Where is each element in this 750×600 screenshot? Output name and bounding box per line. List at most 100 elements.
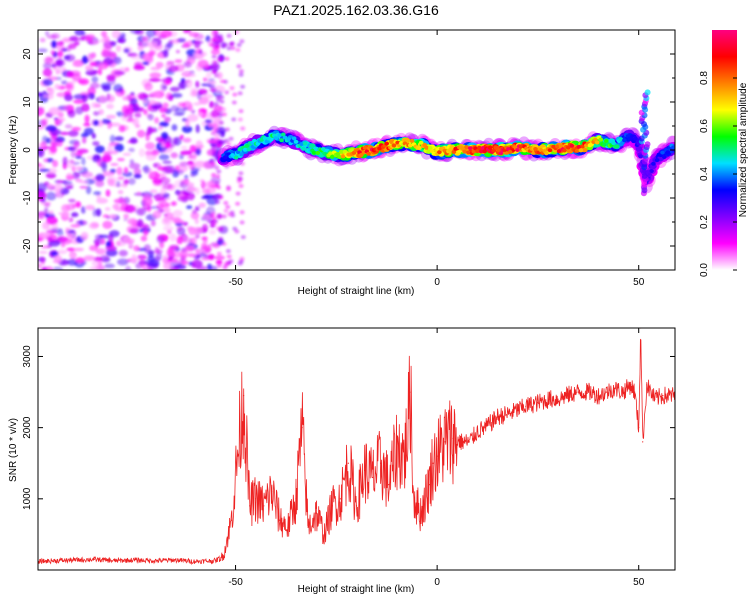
noise-blob	[154, 117, 160, 124]
colorbar-gradient	[712, 30, 737, 270]
noise-blob	[122, 152, 132, 156]
noise-blob	[84, 114, 90, 124]
noise-blob	[158, 201, 165, 206]
noise-blob	[104, 263, 115, 269]
snr-point	[404, 455, 406, 457]
noise-blob	[47, 226, 58, 231]
noise-blob	[55, 58, 66, 68]
noise-blob	[98, 62, 104, 72]
snr-point	[638, 427, 640, 429]
noise-blob	[67, 110, 76, 118]
noise-blob	[164, 79, 172, 85]
noise-blob	[107, 145, 113, 153]
noise-blob	[91, 102, 99, 109]
noise-blob	[40, 198, 47, 203]
noise-blob	[61, 204, 70, 213]
noise-blob	[47, 157, 54, 163]
noise-blob	[110, 41, 117, 47]
noise-blob	[169, 233, 177, 242]
noise-blob	[209, 64, 218, 69]
noise-blob	[57, 111, 64, 118]
ridge-core	[622, 138, 627, 143]
ridge-core	[671, 145, 675, 150]
noise-blob	[181, 260, 189, 265]
noise-blob	[113, 84, 123, 93]
noise-blob	[180, 145, 188, 150]
noise-blob	[39, 37, 46, 43]
noise-blob	[50, 49, 55, 56]
noise-blob	[175, 49, 180, 54]
noise-blob	[38, 211, 46, 218]
noise-blob	[109, 134, 116, 144]
snr-point	[214, 560, 216, 562]
noise-blob	[210, 131, 216, 136]
noise-blob	[71, 126, 81, 132]
noise-blob	[201, 257, 211, 261]
noise-blob	[122, 96, 129, 101]
ridge-core	[491, 148, 497, 153]
noise-blob	[66, 247, 75, 251]
noise-blob	[101, 118, 111, 125]
noise-blob	[136, 191, 141, 197]
noise-blob	[73, 99, 85, 104]
noise-blob	[124, 238, 135, 244]
noise-blob	[219, 79, 225, 84]
snr-point	[468, 441, 470, 443]
noise-blob	[133, 173, 142, 179]
noise-blob	[133, 168, 142, 175]
noise-blob	[119, 32, 126, 39]
snr-point	[484, 427, 487, 429]
noise-blob	[69, 159, 74, 164]
noise-blob	[218, 58, 223, 62]
noise-blob	[190, 211, 200, 220]
noise-blob	[194, 218, 199, 225]
noise-blob	[129, 97, 138, 106]
noise-blob	[197, 112, 204, 117]
noise-blob	[163, 207, 171, 213]
noise-blob	[103, 151, 112, 157]
ridge-core	[477, 145, 482, 150]
noise-blob	[223, 208, 229, 213]
snr-ylabel: SNR (10 * v/v)	[8, 418, 19, 482]
noise-blob	[204, 119, 213, 124]
ridge-core	[467, 146, 473, 151]
noise-blob	[132, 118, 140, 126]
spectrogram-marks	[38, 30, 675, 270]
noise-blob	[148, 78, 161, 82]
noise-blob	[127, 218, 138, 225]
snr-point	[613, 387, 616, 390]
noise-blob	[75, 106, 84, 115]
noise-blob	[224, 164, 230, 169]
snr-point	[436, 455, 438, 457]
snr-point	[364, 469, 366, 471]
noise-blob	[238, 259, 244, 264]
noise-blob	[92, 208, 97, 217]
ridge-core	[291, 136, 297, 141]
noise-blob	[102, 44, 114, 49]
noise-blob	[192, 152, 197, 162]
snr-point	[577, 391, 579, 393]
ridge-core	[239, 152, 244, 157]
snr-point	[428, 484, 430, 486]
noise-blob	[75, 257, 85, 264]
noise-blob	[52, 159, 59, 168]
noise-blob	[226, 46, 232, 51]
noise-blob	[211, 194, 222, 200]
noise-blob	[75, 155, 82, 159]
ridge-core	[562, 148, 567, 153]
noise-blob	[240, 84, 246, 89]
noise-blob	[161, 113, 166, 118]
noise-blob	[209, 42, 215, 47]
ridge-core	[337, 155, 342, 159]
noise-blob	[64, 124, 73, 129]
noise-blob	[110, 163, 119, 166]
noise-blob	[94, 145, 105, 154]
noise-blob	[60, 243, 66, 248]
snr-point	[460, 441, 462, 443]
noise-blob	[195, 232, 200, 239]
colorbar-tick-label: 0.2	[699, 215, 710, 229]
noise-blob	[214, 33, 220, 38]
noise-blob	[155, 197, 167, 203]
noise-blob	[166, 248, 175, 257]
